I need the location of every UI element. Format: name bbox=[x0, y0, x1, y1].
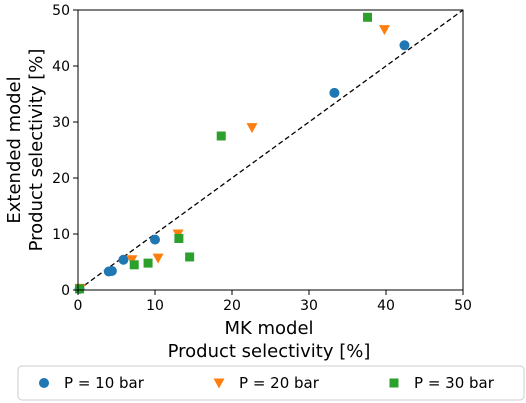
y-tick-label-3: 20 bbox=[52, 171, 70, 187]
x-axis-label-line-1: MK model bbox=[224, 318, 313, 339]
series-1 bbox=[74, 40, 410, 294]
series-1-point-6 bbox=[329, 87, 340, 98]
y-tick-label-4: 30 bbox=[52, 115, 70, 131]
legend-label-2: P = 20 bar bbox=[239, 374, 320, 392]
series-2-point-5 bbox=[246, 123, 258, 134]
y-axis-label-line-2: Product selectivity [%] bbox=[26, 49, 47, 252]
series-2-point-3 bbox=[152, 253, 164, 264]
y-tick-label-2: 10 bbox=[52, 227, 70, 243]
series-3-point-1 bbox=[75, 284, 85, 294]
x-tick-label-5: 40 bbox=[377, 298, 395, 314]
series-3-point-2 bbox=[129, 260, 139, 270]
series-3-point-5 bbox=[185, 252, 195, 262]
axes: 0 10 20 30 40 50 0 10 20 30 40 50 bbox=[52, 3, 472, 314]
series-2-point-6 bbox=[378, 25, 390, 36]
legend: P = 10 bar P = 20 bar P = 30 bar bbox=[17, 365, 525, 401]
x-axis-label-line-2: Product selectivity [%] bbox=[168, 341, 371, 362]
series-3-point-6 bbox=[216, 131, 226, 141]
x-tick-label-2: 10 bbox=[146, 298, 164, 314]
x-tick-label-6: 50 bbox=[454, 298, 472, 314]
series-1-point-5 bbox=[150, 234, 160, 245]
x-tick-label-1: 0 bbox=[74, 298, 83, 314]
y-tick-label-5: 40 bbox=[52, 59, 70, 75]
reference-line bbox=[77, 9, 464, 291]
series-1-point-4 bbox=[118, 254, 129, 265]
legend-marker-2 bbox=[213, 378, 225, 389]
series-1-point-3 bbox=[106, 265, 117, 276]
y-tick-label-1: 0 bbox=[61, 283, 70, 299]
x-tick-label-4: 30 bbox=[300, 298, 318, 314]
series-2-point-2 bbox=[126, 255, 138, 266]
legend-label-1: P = 10 bar bbox=[64, 374, 145, 392]
y-axis-label-line-1: Extended model bbox=[4, 76, 25, 223]
series-1-point-7 bbox=[399, 40, 410, 51]
legend-box bbox=[17, 365, 525, 401]
legend-marker-1 bbox=[39, 378, 49, 388]
series-2 bbox=[74, 25, 390, 294]
y-tick-label-6: 50 bbox=[52, 3, 70, 19]
plot-frame bbox=[77, 9, 464, 291]
series-3-point-7 bbox=[363, 12, 373, 22]
legend-marker-3 bbox=[389, 378, 399, 388]
series-3-point-3 bbox=[143, 258, 153, 268]
series-3 bbox=[75, 12, 373, 294]
x-tick-label-3: 20 bbox=[223, 298, 241, 314]
plot-area bbox=[74, 9, 464, 294]
legend-label-3: P = 30 bar bbox=[414, 374, 495, 392]
axis-labels: MK model Product selectivity [%] Extende… bbox=[4, 49, 370, 362]
series-3-point-4 bbox=[174, 233, 184, 243]
